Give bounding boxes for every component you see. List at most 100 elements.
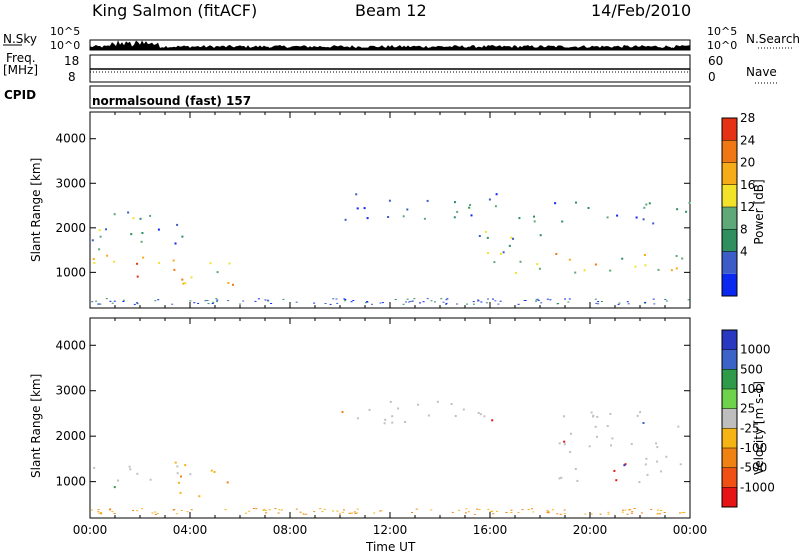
velocity-noise-cell xyxy=(546,510,549,512)
power-cell xyxy=(512,237,514,240)
velocity-cell xyxy=(679,463,682,466)
velocity-noise-cell xyxy=(599,513,602,515)
power-noise-cell xyxy=(402,303,405,305)
velocity-noise-cell xyxy=(380,510,383,512)
power-cell xyxy=(356,207,359,210)
x-tick-label: 08:00 xyxy=(273,523,308,537)
velocity-noise-cell xyxy=(339,513,341,515)
power-noise-cell xyxy=(343,298,346,300)
velocity-noise-cell xyxy=(629,509,632,511)
power-cell xyxy=(487,252,489,254)
velocity-noise-cell xyxy=(248,510,251,512)
velocity-cell xyxy=(454,415,457,417)
velocity-noise-cell xyxy=(626,513,629,515)
velocity-cell xyxy=(397,407,400,410)
power-cell xyxy=(621,257,624,260)
velocity-noise-cell xyxy=(631,511,634,513)
velocity-noise-cell xyxy=(630,512,633,514)
power-noise-cell xyxy=(597,301,600,303)
velocity-noise-cell xyxy=(590,513,593,515)
power-cell xyxy=(493,261,496,264)
power-cell xyxy=(136,262,139,265)
velocity-cell xyxy=(560,476,563,479)
power-noise-cell xyxy=(618,302,621,304)
power-noise-cell xyxy=(216,300,218,302)
velocity-noise-cell xyxy=(351,512,354,514)
velocity-colorbar-tick-label: -100 xyxy=(740,441,767,455)
velocity-cell xyxy=(609,412,612,415)
velocity-noise-cell xyxy=(295,508,298,510)
velocity-noise-cell xyxy=(659,513,661,515)
power-noise-cell xyxy=(97,303,100,305)
velocity-cell xyxy=(576,479,579,482)
velocity-noise-cell xyxy=(268,509,271,511)
velocity-cell xyxy=(655,442,658,445)
velocity-cell xyxy=(610,444,612,447)
power-cell xyxy=(685,210,688,213)
velocity-noise-cell xyxy=(154,511,157,513)
power-cell xyxy=(634,265,637,268)
x-tick-label: 00:00 xyxy=(73,523,108,537)
velocity-cell xyxy=(113,486,116,489)
velocity-noise-cell xyxy=(559,513,562,515)
power-noise-cell xyxy=(257,298,260,300)
power-noise-cell xyxy=(313,302,316,304)
velocity-cell xyxy=(391,415,394,418)
velocity-cell xyxy=(638,481,641,484)
power-cell xyxy=(406,208,409,211)
velocity-cell xyxy=(341,411,344,413)
power-noise-cell xyxy=(537,299,540,301)
velocity-cell xyxy=(404,421,407,423)
velocity-cell xyxy=(639,411,642,414)
power-noise-cell xyxy=(332,298,335,300)
velocity-cell xyxy=(630,442,633,445)
velocity-noise-cell xyxy=(563,513,566,515)
velocity-noise-cell xyxy=(546,511,549,513)
velocity-noise-cell xyxy=(91,509,93,511)
power-cell xyxy=(139,217,142,220)
velocity-noise-cell xyxy=(478,509,481,511)
power-noise-cell xyxy=(171,303,174,305)
power-noise-cell xyxy=(136,302,138,304)
velocity-noise-cell xyxy=(274,508,277,510)
power-cell xyxy=(136,275,139,278)
x-tick-label: 20:00 xyxy=(573,523,608,537)
velocity-noise-cell xyxy=(151,512,154,514)
power-cell xyxy=(676,208,679,211)
velocity-noise-cell xyxy=(490,511,492,512)
power-cell xyxy=(495,193,498,196)
velocity-noise-cell xyxy=(663,512,666,513)
power-cell xyxy=(484,230,487,233)
velocity-colorbar-frame xyxy=(721,329,738,508)
power-cell xyxy=(587,207,590,209)
velocity-noise-cell xyxy=(656,513,659,515)
velocity-noise-cell xyxy=(141,508,144,510)
velocity-cell xyxy=(477,412,480,414)
velocity-noise-cell xyxy=(467,511,470,513)
velocity-cell xyxy=(656,460,659,463)
velocity-colorbar-segment xyxy=(722,408,737,429)
power-cell xyxy=(99,235,102,238)
velocity-cell xyxy=(592,414,595,417)
power-panel-frame xyxy=(89,111,691,309)
velocity-colorbar-tick-label: 500 xyxy=(740,362,763,376)
power-noise-cell xyxy=(154,300,157,302)
velocity-noise-cell xyxy=(264,510,267,511)
velocity-noise-cell xyxy=(180,510,183,511)
velocity-cell xyxy=(611,437,614,440)
power-noise-cell xyxy=(215,298,218,300)
power-noise-cell xyxy=(136,303,139,305)
velocity-cell xyxy=(462,408,465,411)
power-cell xyxy=(488,198,491,201)
power-cell xyxy=(470,214,473,217)
power-cell xyxy=(568,258,571,261)
velocity-noise-cell xyxy=(657,509,660,511)
power-noise-cell xyxy=(352,300,355,301)
velocity-noise-cell xyxy=(510,509,513,511)
velocity-cell xyxy=(677,425,680,428)
power-cell xyxy=(616,214,619,217)
velocity-noise-cell xyxy=(473,513,476,515)
power-noise-cell xyxy=(627,303,630,305)
velocity-cell xyxy=(594,425,597,428)
power-noise-cell xyxy=(517,303,520,305)
